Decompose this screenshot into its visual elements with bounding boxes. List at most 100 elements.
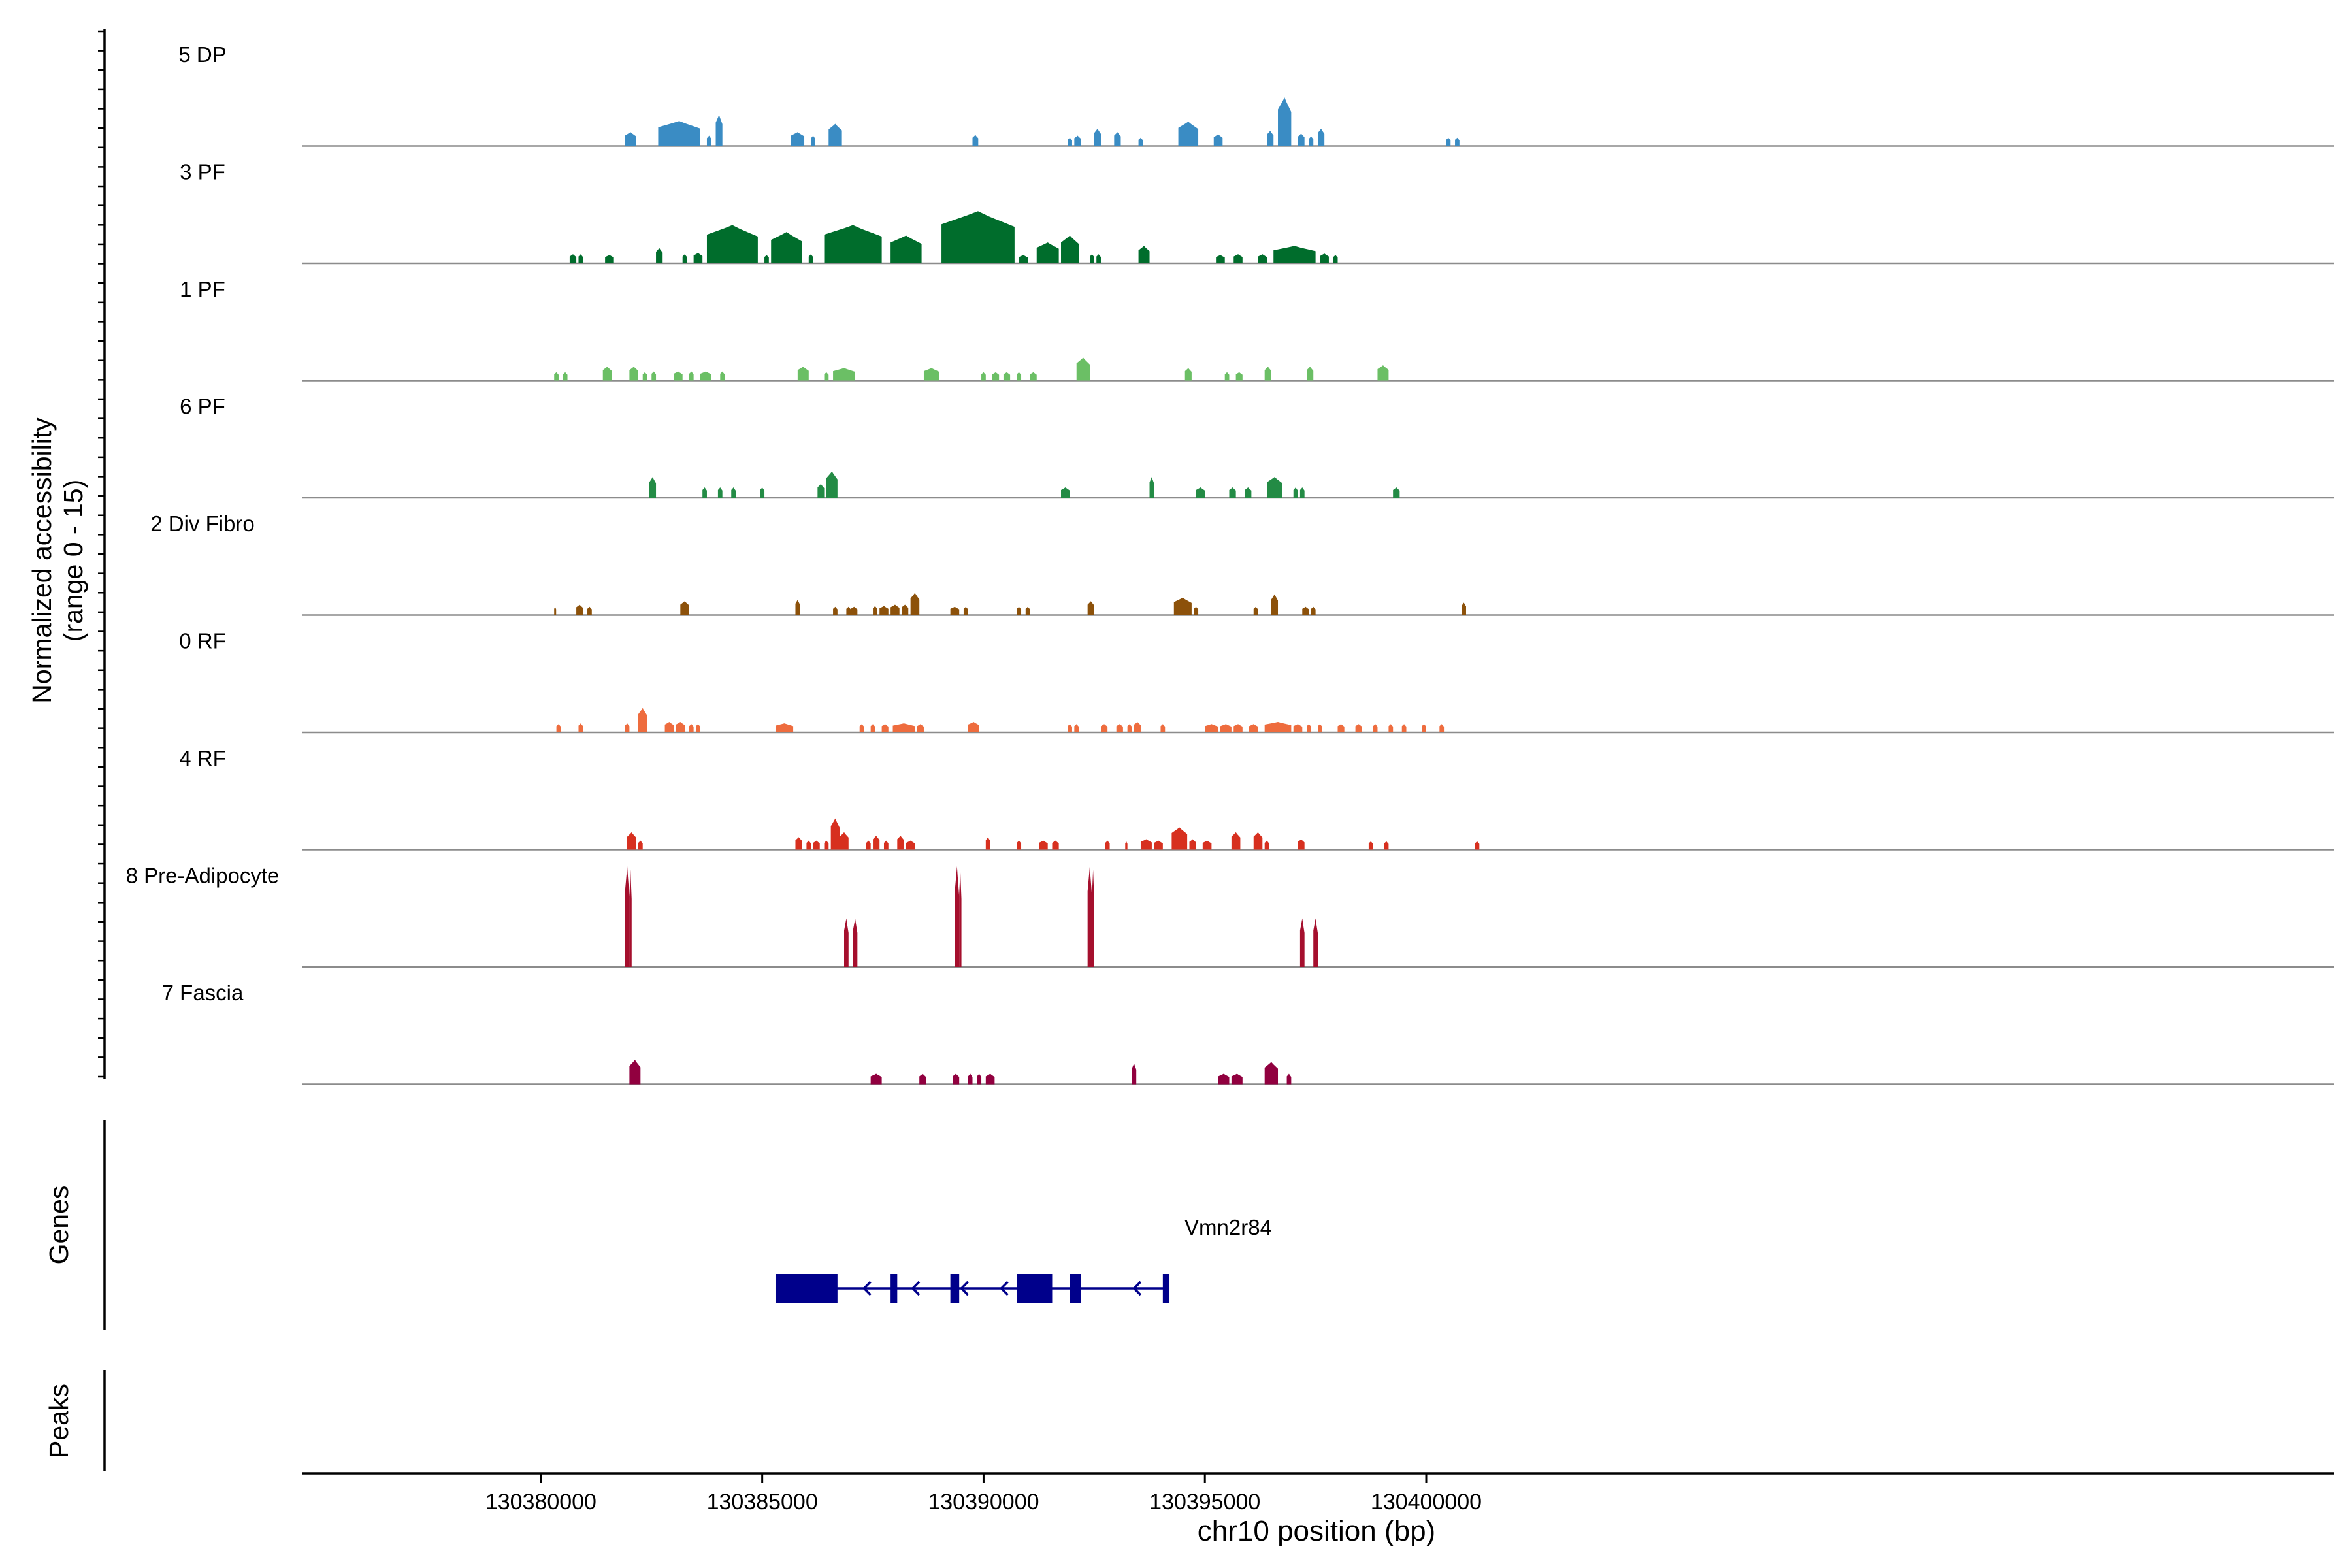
coverage-peak — [1138, 246, 1150, 263]
coverage-peak — [1218, 1073, 1230, 1085]
coverage-peak — [1455, 137, 1460, 146]
y-axis-subtitle: (range 0 - 15) — [58, 480, 88, 642]
coverage-peak — [1355, 724, 1362, 732]
coverage-peak — [910, 593, 920, 615]
track-label: 8 Pre-Adipocyte — [126, 864, 280, 888]
track-2-div-fibro: 2 Div Fibro — [150, 512, 2334, 616]
coverage-peak — [1264, 722, 1292, 732]
coverage-peak — [906, 840, 915, 850]
coverage-peak — [844, 918, 849, 967]
coverage-peak — [629, 870, 632, 967]
coverage-peak — [1061, 487, 1070, 498]
coverage-peak — [1384, 841, 1389, 850]
coverage-peak — [720, 371, 725, 381]
coverage-peak — [1271, 594, 1279, 615]
coverage-peak — [578, 254, 583, 263]
coverage-peak — [1076, 357, 1090, 381]
track-label: 0 RF — [179, 629, 226, 653]
coverage-peak — [1090, 254, 1094, 263]
coverage-peak — [1140, 839, 1152, 850]
coverage-peak — [866, 840, 871, 850]
coverage-peak — [1105, 840, 1110, 850]
coverage-peak — [664, 722, 674, 732]
y-axis-title: Normalized accessibility — [27, 417, 57, 704]
coverage-peak — [873, 836, 880, 850]
coverage-peak — [1173, 597, 1192, 615]
coverage-peak — [1267, 131, 1274, 146]
coverage-peak — [1068, 137, 1072, 146]
track-label: 3 PF — [180, 160, 225, 184]
track-5-dp: 5 DP — [178, 42, 2334, 147]
coverage-peak — [1286, 1073, 1292, 1085]
coverage-peak — [968, 722, 979, 732]
coverage-peak — [1229, 487, 1236, 498]
coverage-peak — [977, 1073, 982, 1085]
x-axis-ticks: 130380000 130385000 130390000 130395000 1304… — [485, 1473, 1482, 1514]
peaks-axis-title: Peaks — [44, 1384, 74, 1458]
coverage-peak — [1213, 134, 1223, 146]
coverage-peak — [1074, 724, 1079, 732]
coverage-peak — [992, 372, 1000, 381]
coverage-peak — [1264, 1062, 1279, 1085]
track-label: 5 DP — [178, 42, 226, 67]
coverage-peak — [824, 372, 829, 381]
coverage-peak — [764, 255, 769, 263]
coverage-peak — [1298, 133, 1305, 146]
strand-arrow — [1000, 1281, 1009, 1296]
coverage-peak — [569, 254, 577, 263]
coverage-peak — [890, 604, 900, 615]
coverage-peak — [1253, 606, 1258, 615]
coverage-peak — [771, 232, 802, 263]
coverage-peak — [1446, 137, 1451, 146]
coverage-peak — [1264, 840, 1269, 850]
coverage-peak — [1278, 97, 1292, 146]
coverage-peak — [1224, 372, 1230, 381]
coverage-peak — [682, 254, 687, 263]
coverage-peak — [1267, 477, 1282, 498]
coverage-peak — [955, 866, 960, 967]
gene-exon — [775, 1274, 838, 1303]
coverage-peak — [1258, 254, 1267, 263]
coverage-peak — [587, 606, 592, 615]
coverage-peak — [897, 836, 904, 850]
gene-exon — [1070, 1274, 1081, 1303]
coverage-peak — [853, 918, 858, 967]
coverage-peak — [1309, 136, 1314, 146]
coverage-peak — [1307, 724, 1311, 732]
coverage-peak — [1132, 1063, 1137, 1085]
coverage-peak — [1019, 255, 1028, 263]
coverage-peak — [1171, 827, 1188, 850]
coverage-peak — [883, 840, 889, 850]
track-label: 6 PF — [180, 395, 225, 419]
coverage-peak — [813, 840, 820, 850]
coverage-peak — [795, 837, 802, 850]
gene-exon — [890, 1274, 898, 1303]
coverage-peak — [1114, 132, 1121, 146]
coverage-peak — [972, 135, 979, 146]
coverage-peak — [1149, 477, 1154, 498]
track-label: 7 Fascia — [162, 981, 244, 1005]
coverage-peak — [629, 367, 638, 381]
coverage-peak — [1068, 724, 1072, 732]
coverage-peak — [917, 724, 924, 732]
coverage-peak — [1307, 367, 1314, 381]
coverage-peak — [1439, 724, 1445, 732]
coverage-peak — [826, 471, 838, 498]
coverage-peak — [833, 368, 855, 381]
coverage-peak — [1196, 487, 1205, 498]
coverage-peak — [1017, 372, 1022, 381]
x-tick-label: 130380000 — [485, 1490, 596, 1514]
coverage-peak — [870, 724, 875, 732]
coverage-peak — [1052, 840, 1059, 850]
coverage-peak — [879, 606, 889, 615]
coverage-peak — [563, 372, 568, 381]
coverage-peak — [625, 132, 636, 146]
coverage-peak — [1087, 866, 1092, 967]
coverage-peak — [1096, 254, 1101, 263]
strand-arrow — [862, 1281, 872, 1296]
coverage-peak — [656, 248, 663, 263]
coverage-peak — [642, 372, 647, 381]
coverage-peak — [1087, 601, 1094, 615]
strand-arrow — [911, 1281, 921, 1296]
